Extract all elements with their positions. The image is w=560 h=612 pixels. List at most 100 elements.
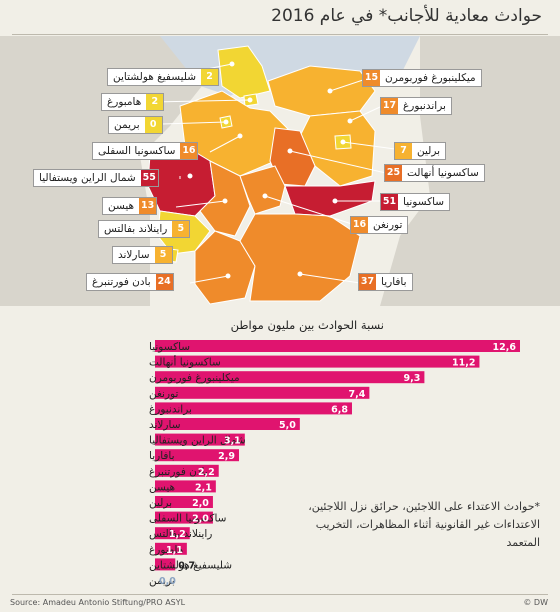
map-label: 15 ميكلينبورغ فوربومرن	[362, 69, 482, 87]
map-label-value: 13	[139, 198, 157, 214]
state-bavaria	[239, 213, 361, 302]
map-label: شليسفيغ هولشتاين 2	[107, 68, 220, 86]
map-label-name: راينلاند بفالتس	[104, 223, 168, 235]
bar-value-label: 9,3	[404, 373, 421, 384]
bar-category-label: سارلاند	[149, 419, 181, 431]
bar	[155, 496, 213, 508]
bar-category-label: شمال الراين ويستفاليا	[149, 435, 246, 447]
map-label: 51 ساكسونيا	[380, 193, 451, 211]
bar	[155, 340, 520, 352]
map-label-name: ميكلينبورغ فوربومرن	[385, 72, 476, 84]
bar	[155, 355, 480, 368]
bar	[155, 433, 245, 446]
bar	[155, 480, 216, 493]
title-divider	[12, 34, 548, 35]
bar-value-label: 6,8	[331, 404, 348, 415]
map-label: سارلاند 5	[112, 246, 173, 264]
map-label-value: 2	[201, 69, 219, 85]
map-label: شمال الراين ويستفاليا 55	[33, 169, 159, 187]
bar-category-label: هيسن	[149, 481, 175, 493]
bar-chart: ساكسونيا 12,6 ساكسونيا أنهالت 11,2 ميكلينبور…	[149, 340, 520, 587]
map-label-value: 5	[154, 247, 172, 263]
bar-value-label: 3,1	[224, 436, 241, 447]
bar-value-label: 2,0	[192, 498, 209, 509]
map-label: 7 برلين	[394, 142, 447, 160]
map-label-name: بريمن	[114, 119, 140, 131]
bar-value-label: 2,9	[218, 451, 235, 462]
map-label: ساكسونيا السفلى 16	[92, 142, 199, 160]
map-label-value: 16	[180, 143, 198, 159]
map-label-value: 2	[146, 94, 164, 110]
state-schleswig-holstein	[217, 45, 271, 99]
bar-value-label: 2,2	[198, 467, 215, 478]
bar	[155, 449, 240, 462]
map-label-name: براندنبورغ	[403, 100, 446, 112]
map-label-value: 7	[395, 143, 412, 159]
bar-value-label: 1,2	[169, 529, 186, 540]
bar	[155, 371, 425, 384]
bar-value-label: 5,0	[279, 420, 296, 431]
map-label-name: ساكسونيا أنهالت	[407, 167, 479, 179]
map-label-value: 5	[172, 221, 190, 237]
map-label-name: هامبورغ	[107, 96, 142, 108]
state-mecklenburg	[267, 65, 376, 117]
map-label-value: 55	[140, 170, 158, 186]
map-label-value: 0	[144, 117, 162, 133]
map-label: هامبورغ 2	[101, 93, 165, 111]
bar-category-label: تورنغن	[149, 388, 178, 400]
map-label: 17 براندنبورغ	[380, 97, 452, 115]
bar-category-label: راينلاند بفالتس	[149, 528, 212, 540]
bar-category-label: برلين	[149, 497, 172, 509]
map-label-name: بادن فورتنبرغ	[92, 276, 151, 288]
map-label-name: سارلاند	[118, 249, 150, 261]
footer-divider	[12, 594, 548, 595]
bar	[155, 542, 187, 555]
bar-value-label: 11,2	[452, 358, 475, 369]
bar-value-label: 7,4	[349, 389, 366, 400]
bar-category-label: ميكلينبورغ فوربومرن	[149, 372, 240, 384]
map-label-name: هيسن	[108, 200, 135, 212]
state-baden-wuerttemberg	[194, 230, 256, 305]
map-label-name: برلين	[417, 145, 441, 157]
map-label: 25 ساكسونيا أنهالت	[384, 164, 485, 182]
bar-category-label: شليسفيغ هولشتاين	[149, 559, 232, 571]
page-title: حوادث معادية للأجانب* في عام 2016	[271, 6, 542, 26]
bar-category-label: ساكسونيا	[149, 341, 190, 353]
bar-category-label: ساكسونيا أنهالت	[149, 355, 221, 369]
map-label: راينلاند بفالتس 5	[98, 220, 191, 238]
dw-logo: © DW	[523, 598, 548, 607]
map-label-name: شمال الراين ويستفاليا	[39, 172, 136, 184]
state-thuringia	[239, 165, 286, 215]
bar-value-label: 0,7	[178, 560, 195, 571]
bar-value-label: 0,0	[159, 576, 176, 587]
map-label-value: 51	[381, 194, 398, 210]
bar-category-label: براندنبورغ	[149, 403, 192, 415]
state-saxony	[284, 180, 376, 217]
bar	[155, 418, 300, 430]
map-label-name: ساكسونيا	[403, 196, 445, 208]
bar	[155, 558, 176, 571]
map-label-value: 17	[381, 98, 398, 114]
source-text: Source: Amadeu Antonio Stiftung/PRO ASYL	[10, 598, 186, 607]
map-label: 37 بافاريا	[358, 273, 413, 291]
bar	[155, 527, 190, 540]
map-label-name: تورنغن	[373, 219, 403, 231]
bar	[155, 511, 213, 524]
germany-map	[0, 36, 560, 306]
bar	[155, 386, 370, 399]
map-label: بادن فورتنبرغ 24	[86, 273, 174, 291]
bar-value-label: 1,1	[166, 545, 183, 556]
map-label-value: 15	[363, 70, 380, 86]
bar-category-label: بافاريا	[149, 450, 175, 462]
bar	[155, 464, 219, 477]
map-label-name: بافاريا	[381, 276, 407, 288]
map-label-name: ساكسونيا السفلى	[98, 145, 176, 157]
bar-value-label: 2,0	[192, 514, 209, 525]
bar-category-label: بادن فورتنبرغ	[149, 466, 208, 478]
bar-category-label: ساكسونيا السفلى	[149, 513, 226, 525]
bar-category-label: هامبورغ	[149, 544, 183, 556]
bar-value-label: 12,6	[493, 342, 517, 353]
bar-value-label: 2,1	[195, 482, 212, 493]
map-label: هيسن 13	[102, 197, 158, 215]
